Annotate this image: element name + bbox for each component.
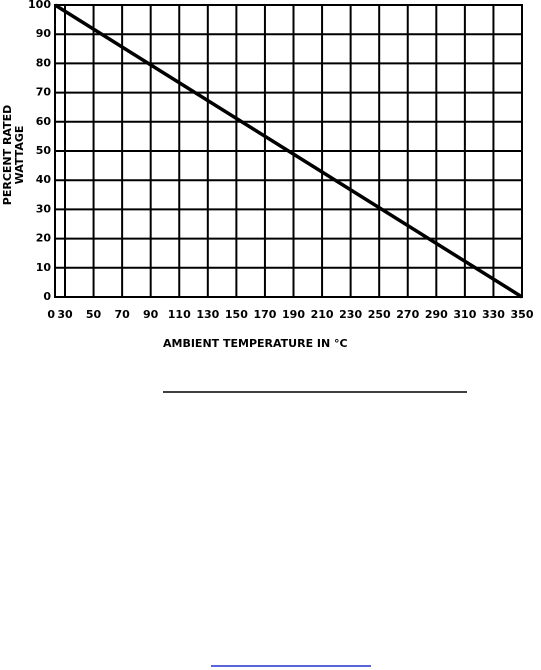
y-tick-label: 10 <box>36 261 52 274</box>
x-tick-label: 290 <box>425 308 448 321</box>
x-tick-label: 50 <box>86 308 102 321</box>
y-tick-label: 90 <box>36 27 52 40</box>
x-axis-label: AMBIENT TEMPERATURE IN °C <box>163 337 348 350</box>
y-axis-label: PERCENT RATED <box>1 105 14 205</box>
x-tick-label: 310 <box>453 308 476 321</box>
y-tick-label: 0 <box>43 290 51 303</box>
x-tick-label: 330 <box>482 308 505 321</box>
x-tick-label: 30 <box>57 308 73 321</box>
x-tick-label: 350 <box>511 308 534 321</box>
x-tick-label: 130 <box>196 308 219 321</box>
x-tick-label: 90 <box>143 308 159 321</box>
x-tick-label: 270 <box>396 308 419 321</box>
y-tick-label: 50 <box>36 144 52 157</box>
x-tick-label: 210 <box>311 308 334 321</box>
y-tick-label: 100 <box>28 0 51 11</box>
y-tick-label: 20 <box>36 232 52 245</box>
x-tick-label: 150 <box>225 308 248 321</box>
x-tick-label: 70 <box>114 308 130 321</box>
x-tick-label: 110 <box>168 308 191 321</box>
y-tick-label: 30 <box>36 202 52 215</box>
data-line <box>54 3 523 299</box>
x-tick-label: 170 <box>253 308 276 321</box>
y-tick-label: 40 <box>36 173 52 186</box>
y-tick-label: 70 <box>36 86 52 99</box>
y-tick-label: 60 <box>36 115 52 128</box>
x-tick-label: 190 <box>282 308 305 321</box>
y-axis-label: WATTAGE <box>13 126 26 185</box>
y-tick-label: 80 <box>36 56 52 69</box>
x-tick-label: 250 <box>368 308 391 321</box>
x-tick-label: 230 <box>339 308 362 321</box>
x-tick-label: 0 <box>47 308 55 321</box>
